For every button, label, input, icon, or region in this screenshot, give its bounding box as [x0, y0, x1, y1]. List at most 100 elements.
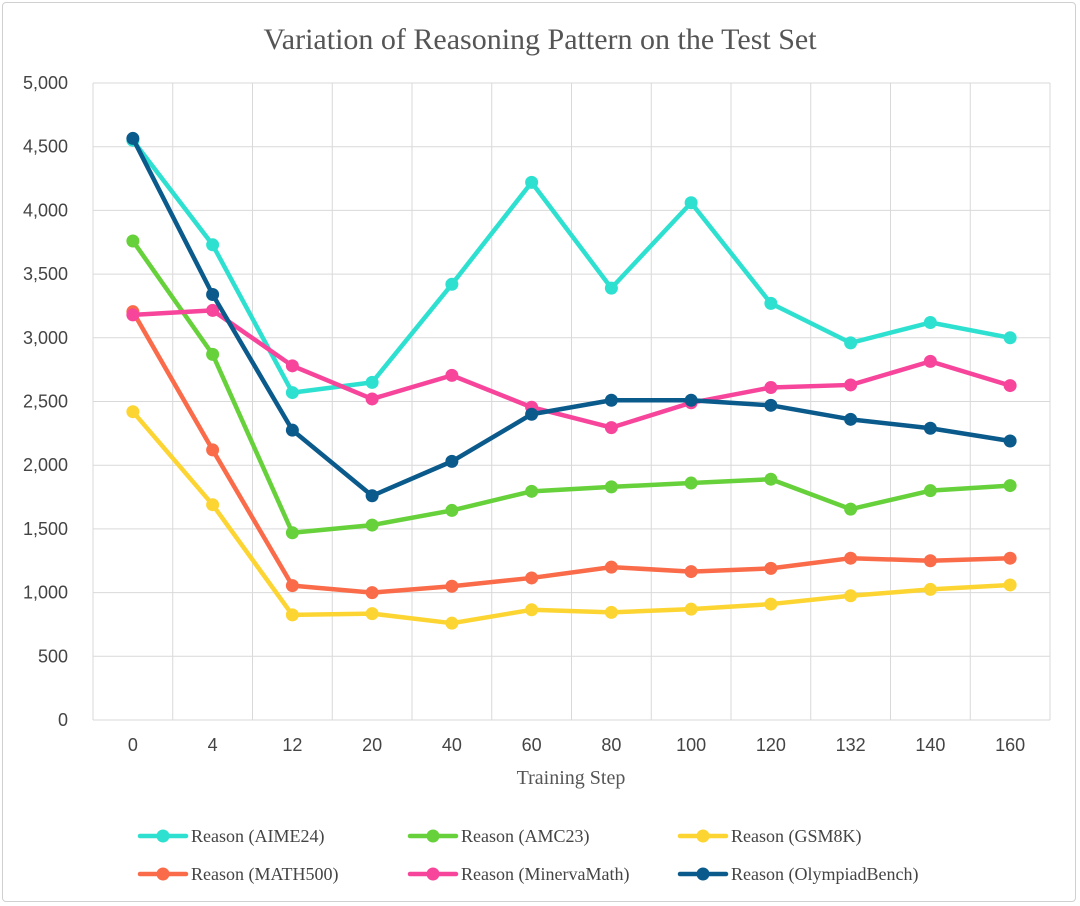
- data-point: [365, 489, 379, 503]
- legend-label: Reason (AIME24): [191, 826, 324, 847]
- legend-label: Reason (OlympiadBench): [731, 864, 918, 885]
- y-axis-ticks: 0 500 1,000 1,500 2,000 2,500 3,000 3,500 4,000 4…: [23, 73, 68, 730]
- legend-swatch-marker: [696, 829, 710, 843]
- x-tick-label: 20: [362, 735, 382, 755]
- data-point: [206, 287, 220, 301]
- data-point: [285, 526, 299, 540]
- x-tick-label: 80: [601, 735, 621, 755]
- x-tick-label: 160: [995, 735, 1025, 755]
- data-point: [764, 398, 778, 412]
- x-tick-label: 12: [282, 735, 302, 755]
- data-point: [684, 393, 698, 407]
- data-point: [764, 380, 778, 394]
- data-point: [525, 603, 539, 617]
- x-tick-label: 40: [442, 735, 462, 755]
- legend-swatch-marker: [426, 867, 440, 881]
- data-point: [604, 421, 618, 435]
- data-point: [445, 368, 459, 382]
- data-point: [285, 386, 299, 400]
- data-point: [764, 472, 778, 486]
- data-point: [923, 421, 937, 435]
- y-tick-label: 4,500: [23, 137, 68, 157]
- data-point: [684, 196, 698, 210]
- x-tick-label: 140: [915, 735, 945, 755]
- data-point: [445, 579, 459, 593]
- data-point: [923, 582, 937, 596]
- legend: Reason (AIME24) Reason (AMC23) Reason (GSM…: [137, 826, 918, 885]
- data-point: [923, 354, 937, 368]
- data-point: [684, 602, 698, 616]
- data-point: [764, 597, 778, 611]
- y-tick-label: 0: [58, 710, 68, 730]
- x-tick-label: 100: [676, 735, 706, 755]
- legend-swatch-marker: [156, 829, 170, 843]
- legend-item: Reason (MinervaMath): [407, 864, 629, 885]
- data-point: [844, 412, 858, 426]
- data-point: [285, 608, 299, 622]
- x-tick-label: 60: [522, 735, 542, 755]
- data-point: [1003, 578, 1017, 592]
- data-point: [126, 234, 140, 248]
- data-point: [445, 616, 459, 630]
- data-point: [126, 405, 140, 419]
- legend-swatch-marker: [156, 867, 170, 881]
- data-point: [525, 484, 539, 498]
- data-point: [365, 607, 379, 621]
- gridlines: [92, 82, 1051, 721]
- data-point: [206, 347, 220, 361]
- data-point: [365, 392, 379, 406]
- x-axis-ticks: 0 4 12 20 40 60 80 100 120 132 140 160: [128, 735, 1025, 755]
- y-tick-label: 3,000: [23, 328, 68, 348]
- x-tick-label: 132: [836, 735, 866, 755]
- data-point: [684, 476, 698, 490]
- series-line: [130, 238, 1013, 535]
- legend-item: Reason (MATH500): [137, 864, 338, 885]
- data-point: [285, 579, 299, 593]
- series-line: [130, 136, 1013, 499]
- data-point: [206, 303, 220, 317]
- data-point: [844, 551, 858, 565]
- data-point: [365, 586, 379, 600]
- data-point: [1003, 551, 1017, 565]
- data-point: [604, 393, 618, 407]
- legend-label: Reason (MATH500): [191, 864, 338, 885]
- series-3: [126, 305, 1017, 600]
- y-tick-label: 4,000: [23, 200, 68, 220]
- legend-label: Reason (AMC23): [461, 826, 590, 847]
- y-tick-label: 2,500: [23, 392, 68, 412]
- y-tick-label: 5,000: [23, 73, 68, 93]
- data-point: [285, 423, 299, 437]
- y-tick-label: 2,000: [23, 455, 68, 475]
- data-point: [206, 238, 220, 252]
- legend-label: Reason (GSM8K): [731, 826, 862, 847]
- data-point: [684, 565, 698, 579]
- data-point: [844, 378, 858, 392]
- data-point: [206, 443, 220, 457]
- y-tick-label: 3,500: [23, 264, 68, 284]
- data-point: [844, 502, 858, 516]
- data-point: [844, 589, 858, 603]
- series-1: [126, 234, 1017, 540]
- data-point: [604, 560, 618, 574]
- y-tick-label: 500: [38, 646, 68, 666]
- data-point: [285, 359, 299, 373]
- data-point: [764, 561, 778, 575]
- chart-title: Variation of Reasoning Pattern on the Te…: [263, 23, 817, 56]
- x-tick-label: 120: [756, 735, 786, 755]
- data-point: [1003, 434, 1017, 448]
- data-point: [525, 571, 539, 585]
- legend-item: Reason (AMC23): [407, 826, 590, 847]
- data-point: [923, 484, 937, 498]
- data-point: [923, 316, 937, 330]
- data-point: [764, 296, 778, 310]
- data-point: [1003, 479, 1017, 493]
- data-point: [445, 277, 459, 291]
- x-axis-label: Training Step: [517, 767, 626, 789]
- series-line: [130, 409, 1013, 626]
- data-point: [445, 503, 459, 517]
- data-point: [445, 454, 459, 468]
- legend-item: Reason (OlympiadBench): [677, 864, 918, 885]
- x-tick-label: 4: [208, 735, 218, 755]
